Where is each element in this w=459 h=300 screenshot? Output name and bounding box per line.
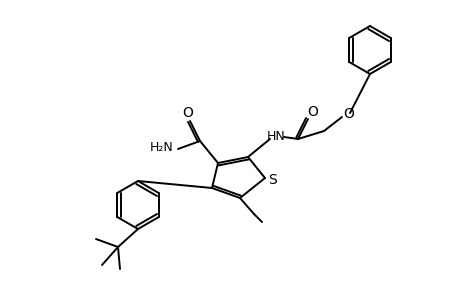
- Text: O: O: [307, 105, 318, 119]
- Text: H₂N: H₂N: [150, 140, 174, 154]
- Text: O: O: [343, 107, 354, 121]
- Text: S: S: [268, 173, 277, 187]
- Text: HN: HN: [266, 130, 285, 142]
- Text: O: O: [182, 106, 193, 120]
